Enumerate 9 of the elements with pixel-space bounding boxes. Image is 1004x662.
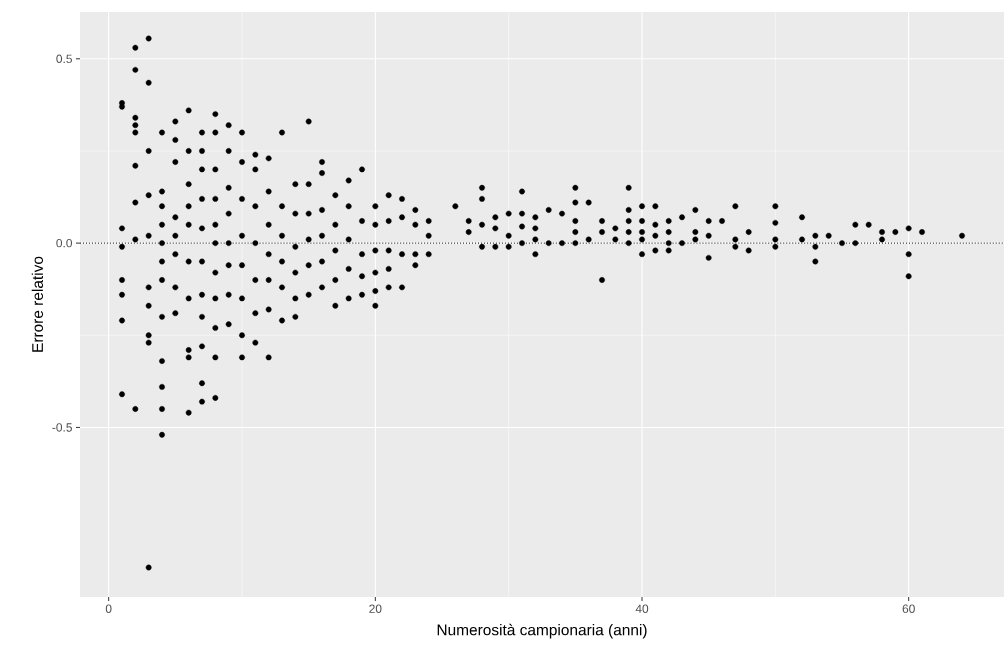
x-tick-label: 40 [635, 604, 649, 613]
x-tick-label: 20 [369, 604, 382, 613]
y-axis-title: Errore relativo [31, 256, 44, 352]
y-tick-label: -0.5 [52, 423, 72, 432]
x-axis-title: Numerosità campionaria (anni) [437, 623, 647, 639]
x-tick-label: 0 [105, 604, 112, 613]
x-tick-label: 60 [902, 604, 915, 613]
y-tick-label: 0.5 [56, 54, 72, 64]
y-tick-label: 0.0 [56, 238, 73, 248]
